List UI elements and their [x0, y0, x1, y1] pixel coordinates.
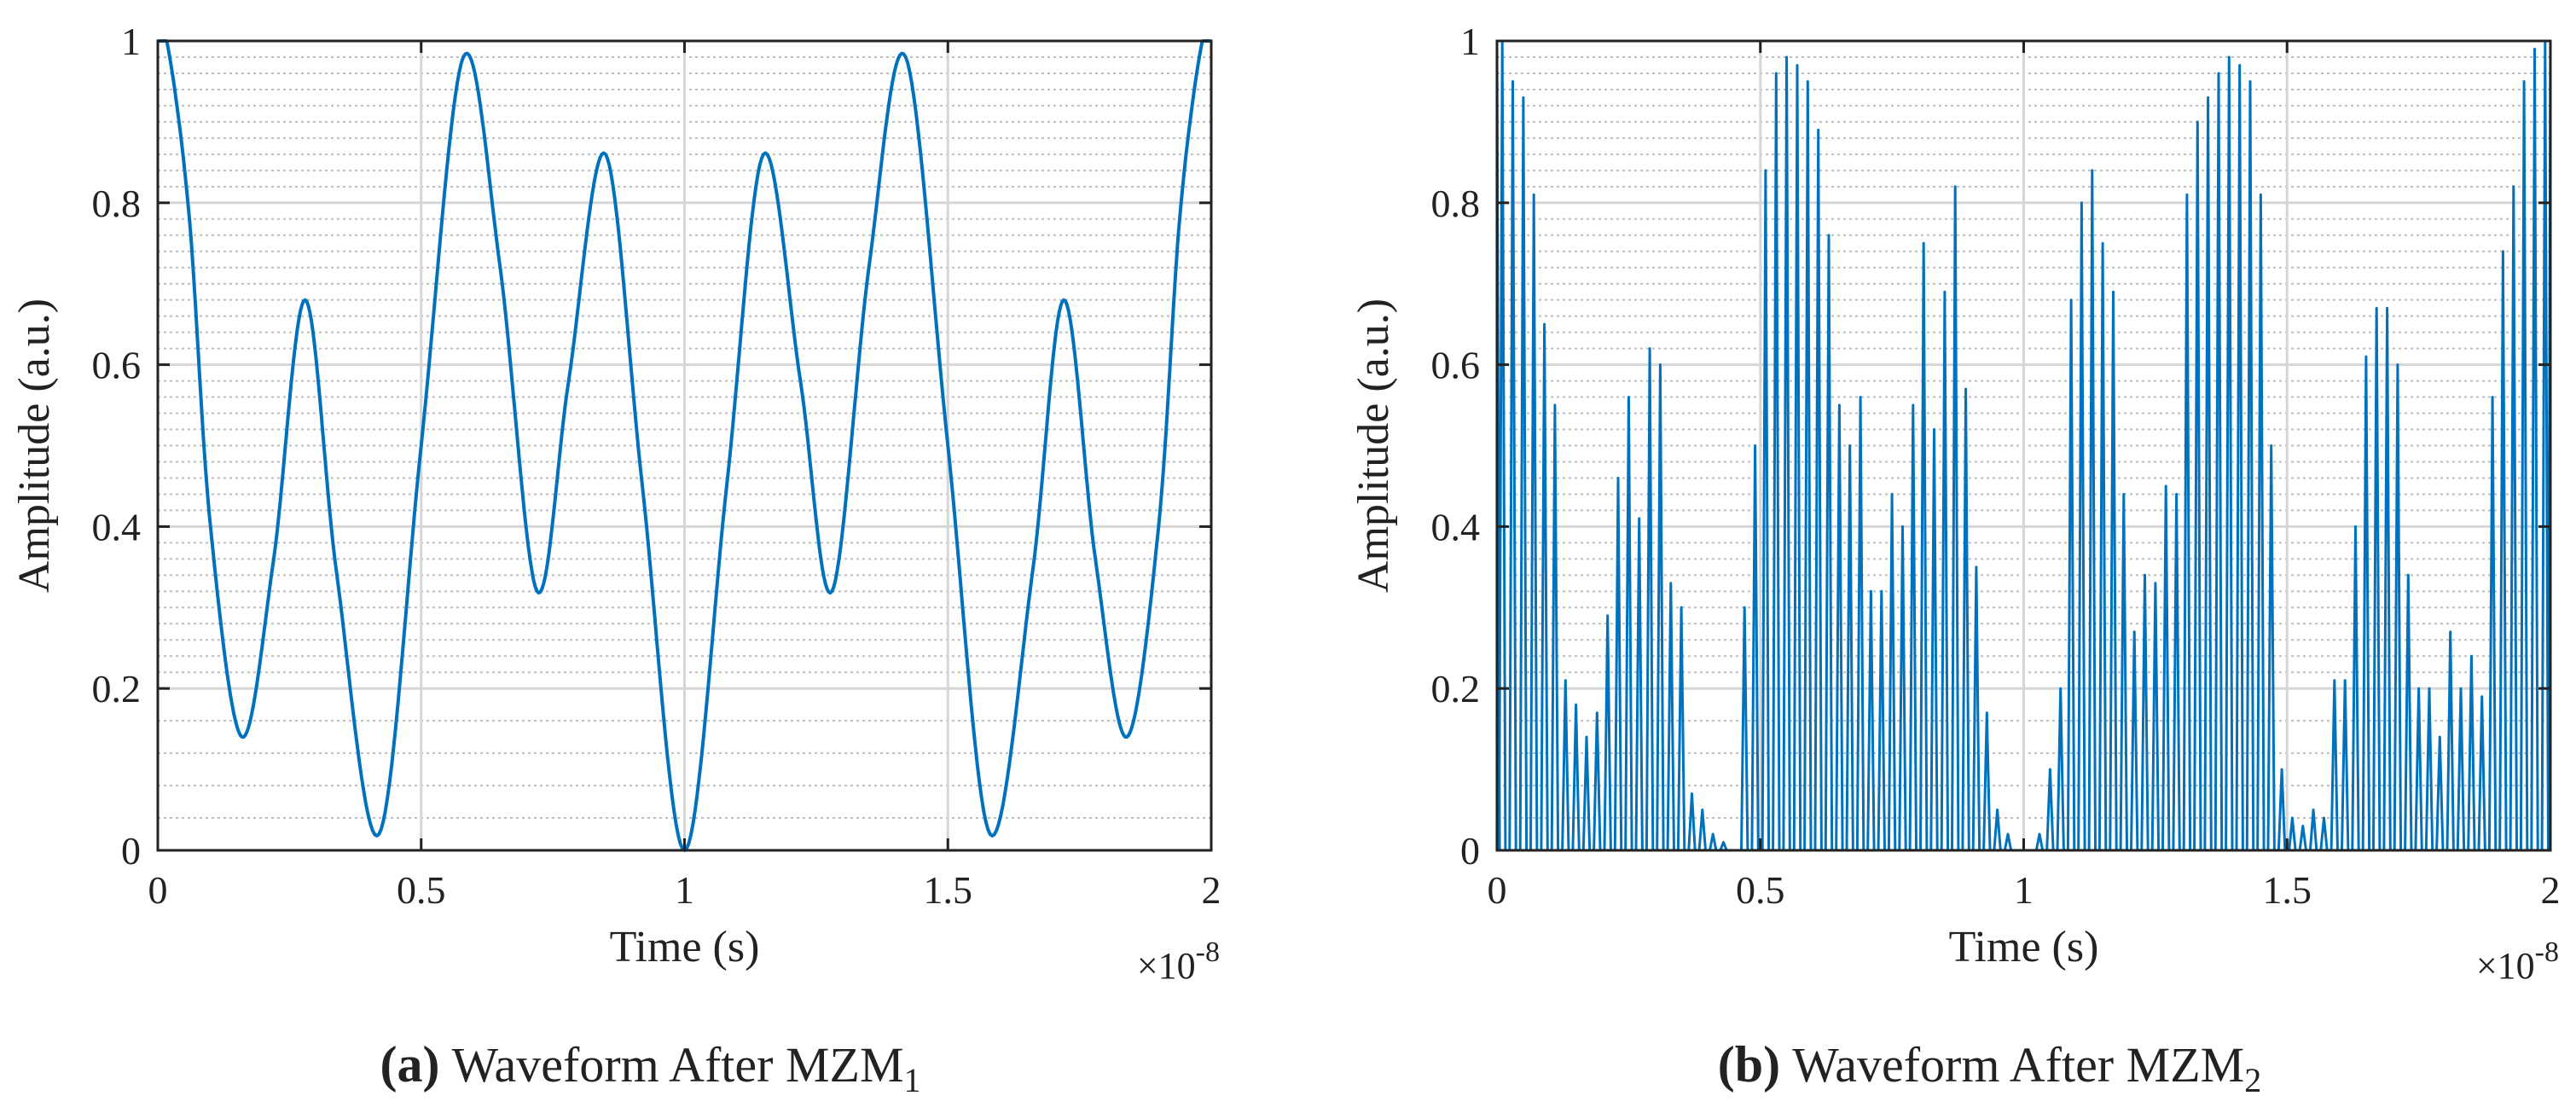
- ticks: 0 0.5 1 1.5 2 0 0.2 0.4 0.6 0.8 1: [1431, 20, 2561, 912]
- y-axis-label: Amplitude (a.u.): [10, 299, 59, 593]
- major-grid: [156, 39, 1213, 852]
- y-tick-label: 0.4: [92, 505, 142, 548]
- x-exponent-power: -8: [1196, 936, 1220, 968]
- y-tick-label: 0: [121, 829, 141, 872]
- y-tick-label: 0.8: [92, 182, 142, 225]
- caption-subscript: 2: [2244, 1061, 2261, 1099]
- y-tick-label: 0.6: [92, 344, 142, 387]
- x-exponent-base: ×10: [1137, 945, 1196, 987]
- major-grid: [1495, 39, 2552, 852]
- caption: (b) Waveform After MZM2: [1718, 1036, 2261, 1099]
- caption-title: Waveform After MZM: [451, 1037, 903, 1093]
- x-tick-label: 0: [148, 868, 168, 912]
- caption: (a) Waveform After MZM1: [380, 1036, 920, 1099]
- y-tick-label: 1: [1460, 20, 1480, 63]
- x-tick-label: 0.5: [397, 868, 446, 912]
- y-tick-label: 0.2: [92, 667, 142, 710]
- panel-a: 0 0.5 1 1.5 2 0 0.2 0.4 0.6 0.8 1 Time (s) Amplitu…: [10, 20, 1221, 1099]
- y-tick-label: 0.2: [1431, 667, 1481, 710]
- x-tick-label: 2: [2541, 868, 2561, 912]
- panel-b: 0 0.5 1 1.5 2 0 0.2 0.4 0.6 0.8 1 Time (s) Amplitu…: [1349, 20, 2561, 1099]
- y-tick-label: 0.6: [1431, 344, 1481, 387]
- x-exponent-base: ×10: [2476, 945, 2535, 987]
- y-tick-label: 0.4: [1431, 505, 1481, 548]
- caption-subscript: 1: [904, 1061, 921, 1099]
- x-tick-label: 1.5: [2263, 868, 2312, 912]
- x-axis-label: Time (s): [1949, 923, 2099, 971]
- x-exponent-label: ×10-8: [2476, 936, 2559, 987]
- x-exponent-label: ×10-8: [1137, 936, 1220, 987]
- x-tick-label: 1: [675, 868, 694, 912]
- x-tick-label: 2: [1202, 868, 1221, 912]
- caption-title: Waveform After MZM: [1792, 1037, 2244, 1093]
- y-tick-label: 0: [1460, 829, 1480, 872]
- x-tick-label: 1.5: [924, 868, 973, 912]
- y-tick-label: 1: [121, 20, 141, 63]
- y-tick-label: 0.8: [1431, 182, 1481, 225]
- y-axis-label: Amplitude (a.u.): [1349, 299, 1398, 593]
- caption-id: (a): [380, 1036, 439, 1093]
- ticks: 0 0.5 1 1.5 2 0 0.2 0.4 0.6 0.8 1: [92, 20, 1221, 912]
- x-axis-label: Time (s): [610, 923, 760, 971]
- x-tick-label: 0: [1488, 868, 1507, 912]
- caption-id: (b): [1718, 1036, 1780, 1093]
- x-tick-label: 0.5: [1736, 868, 1785, 912]
- x-tick-label: 1: [2014, 868, 2034, 912]
- x-exponent-power: -8: [2535, 936, 2559, 968]
